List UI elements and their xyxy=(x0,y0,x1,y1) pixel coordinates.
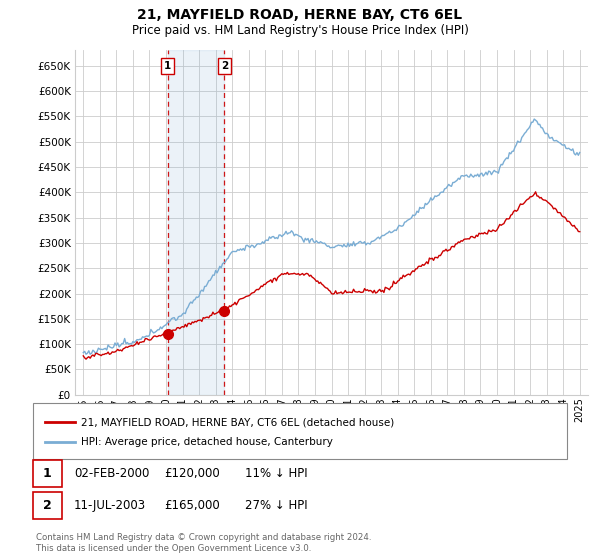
Bar xyxy=(167,50,224,395)
Text: Contains HM Land Registry data © Crown copyright and database right 2024.
This d: Contains HM Land Registry data © Crown c… xyxy=(36,533,371,553)
Text: 21, MAYFIELD ROAD, HERNE BAY, CT6 6EL (detached house): 21, MAYFIELD ROAD, HERNE BAY, CT6 6EL (d… xyxy=(81,417,394,427)
Text: 2: 2 xyxy=(221,61,228,71)
Text: 1: 1 xyxy=(43,466,52,480)
Text: 2: 2 xyxy=(43,498,52,512)
Text: HPI: Average price, detached house, Canterbury: HPI: Average price, detached house, Cant… xyxy=(81,437,333,447)
Text: 1: 1 xyxy=(164,61,171,71)
Text: 02-FEB-2000: 02-FEB-2000 xyxy=(74,466,149,480)
Text: 27% ↓ HPI: 27% ↓ HPI xyxy=(245,498,307,512)
Text: £120,000: £120,000 xyxy=(164,466,220,480)
Text: £165,000: £165,000 xyxy=(164,498,220,512)
Text: 21, MAYFIELD ROAD, HERNE BAY, CT6 6EL: 21, MAYFIELD ROAD, HERNE BAY, CT6 6EL xyxy=(137,8,463,22)
Text: Price paid vs. HM Land Registry's House Price Index (HPI): Price paid vs. HM Land Registry's House … xyxy=(131,24,469,37)
Text: 11% ↓ HPI: 11% ↓ HPI xyxy=(245,466,307,480)
Text: 11-JUL-2003: 11-JUL-2003 xyxy=(74,498,146,512)
